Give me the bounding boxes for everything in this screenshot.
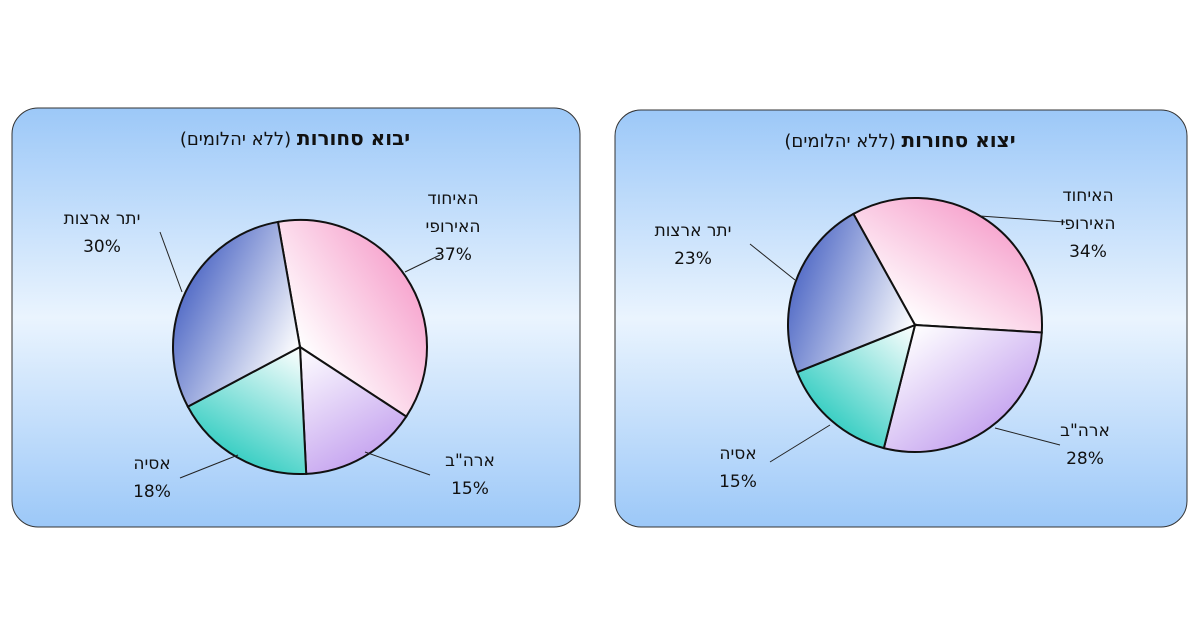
pie-slice [787,212,917,374]
value-label: 18% [133,482,171,502]
pie-slice [882,323,1043,453]
slice-label: יתר ארצות 30% [57,205,147,261]
slice-label: אסיה 18% [97,450,207,506]
category-label: ארה"ב [445,451,495,471]
slice-label: ארה"ב 28% [1030,417,1140,473]
value-label: 15% [719,472,757,492]
leader-line [749,243,796,281]
slice-label: האיחוד האירופי 37% [413,185,493,269]
title: יצוא סחורות [901,128,1016,152]
leader-line [769,424,831,463]
title: יבוא סחורות [296,126,411,150]
value-label: 23% [674,249,712,269]
subtitle: (ללא יהלומים) [179,129,292,150]
value-label: 28% [1066,449,1104,469]
leader-line [994,427,1061,446]
category-label: האיחוד האירופי [425,189,481,237]
value-label: 30% [83,237,121,257]
leader-line [979,215,1066,223]
leader-line [159,231,183,293]
category-label: האיחוד האירופי [1060,186,1116,234]
value-label: 34% [1069,242,1107,262]
chart-title: יצוא סחורות (ללא יהלומים) [665,128,1135,152]
pie-slice [298,345,408,475]
category-label: יתר ארצות [654,221,732,241]
leader-line [179,454,239,479]
leader-line [364,451,431,476]
slice-label: ארה"ב 15% [415,447,525,503]
pie-slice [795,323,917,450]
value-label: 37% [434,245,472,265]
pie-slice [186,345,308,475]
chart-title: יבוא סחורות (ללא יהלומים) [60,126,530,150]
category-label: יתר ארצות [63,209,141,229]
pie-slice [276,219,428,418]
category-label: אסיה [719,444,757,464]
slice-label: יתר ארצות 23% [638,217,748,273]
subtitle: (ללא יהלומים) [784,131,896,152]
value-label: 15% [451,479,489,499]
category-label: ארה"ב [1060,421,1110,441]
leader-line [404,254,441,273]
category-label: אסיה [133,454,171,474]
pie-slice [172,220,302,408]
slice-label: האיחוד האירופי 34% [1048,182,1128,266]
slice-label: אסיה 15% [683,440,793,496]
